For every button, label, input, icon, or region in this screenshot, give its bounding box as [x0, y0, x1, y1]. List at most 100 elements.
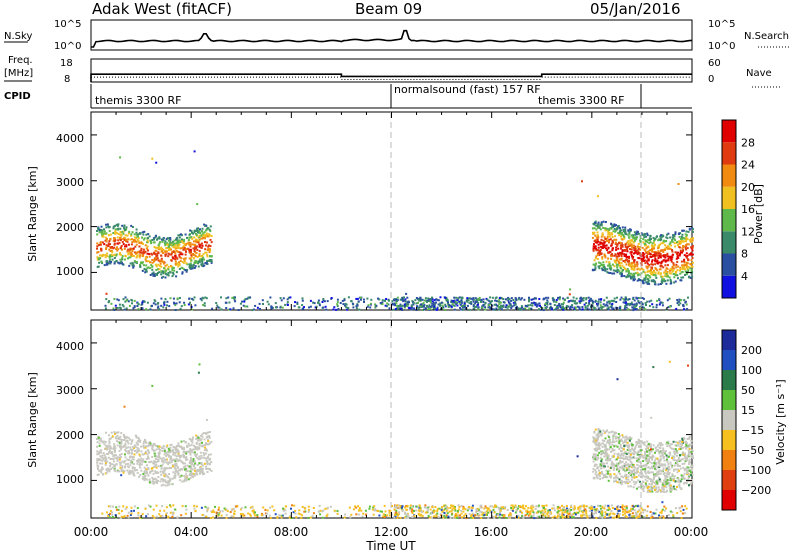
- data-cell: [550, 308, 553, 311]
- data-cell: [108, 468, 111, 471]
- data-cell: [680, 487, 683, 490]
- data-cell: [123, 466, 126, 469]
- data-cell: [499, 306, 502, 308]
- data-cell: [596, 447, 599, 450]
- data-cell: [139, 455, 142, 457]
- data-cell: [645, 472, 648, 475]
- data-cell: [553, 308, 556, 311]
- data-cell: [127, 252, 130, 255]
- data-cell: [598, 445, 600, 448]
- data-cell: [172, 471, 175, 474]
- data-cell: [603, 266, 606, 269]
- data-cell: [681, 233, 684, 236]
- data-cell: [182, 453, 185, 456]
- data-cell: [674, 233, 677, 235]
- data-cell: [643, 260, 646, 262]
- data-cell: [655, 486, 658, 489]
- data-cell: [467, 299, 470, 302]
- data-cell: [133, 239, 135, 241]
- data-cell: [190, 467, 193, 470]
- data-cell: [600, 263, 603, 266]
- nave-label: Nave: [746, 68, 772, 79]
- data-cell: [103, 454, 106, 457]
- data-cell: [634, 308, 637, 311]
- data-cell: [105, 238, 108, 241]
- data-cell: [634, 245, 637, 248]
- data-cell: [625, 435, 628, 438]
- data-cell: [96, 230, 98, 232]
- data-cell: [124, 296, 127, 299]
- data-cell: [110, 253, 113, 256]
- data-cell: [210, 241, 213, 244]
- data-cell: [135, 228, 138, 231]
- data-cell: [600, 308, 603, 310]
- data-cell: [174, 247, 177, 250]
- data-cell: [608, 448, 611, 451]
- data-cell: [618, 232, 621, 235]
- data-cell: [659, 235, 662, 238]
- data-cell: [633, 476, 636, 479]
- data-cell: [164, 472, 167, 475]
- data-cell: [690, 240, 693, 243]
- data-cell: [604, 430, 607, 433]
- data-cell: [177, 442, 180, 445]
- data-cell: [109, 465, 111, 468]
- data-cell: [691, 239, 694, 242]
- data-cell: [630, 301, 633, 304]
- data-cell: [618, 262, 620, 265]
- data-cell: [604, 244, 607, 247]
- data-cell: [520, 305, 523, 308]
- data-cell: [155, 265, 158, 268]
- data-cell: [116, 298, 119, 301]
- data-cell: [461, 308, 464, 311]
- data-cell: [144, 446, 147, 449]
- data-cell: [594, 455, 597, 458]
- data-cell: [98, 444, 101, 447]
- data-cell: [152, 237, 155, 240]
- data-cell: [105, 232, 108, 235]
- data-cell: [116, 249, 119, 252]
- data-cell: [613, 297, 616, 300]
- nsky-frame: [90, 19, 693, 51]
- data-cell: [653, 463, 656, 466]
- data-cell: [647, 460, 650, 463]
- data-cell: [127, 243, 130, 246]
- data-cell: [173, 458, 176, 461]
- data-cell: [324, 305, 327, 308]
- nave-series: [91, 76, 692, 80]
- data-cell: [655, 449, 658, 452]
- data-cell: [177, 241, 180, 244]
- data-cell: [197, 458, 200, 461]
- data-cell: [642, 241, 645, 244]
- data-cell: [663, 488, 665, 491]
- data-cell: [515, 305, 518, 308]
- data-cell: [669, 461, 672, 464]
- data-cell: [621, 264, 624, 267]
- data-cell: [477, 298, 480, 301]
- data-cell: [651, 479, 654, 482]
- data-cell: [592, 453, 595, 456]
- data-cell: [193, 231, 196, 234]
- data-cell: [532, 298, 535, 301]
- data-cell: [180, 474, 183, 477]
- data-cell: [654, 283, 657, 286]
- data-cell: [195, 471, 198, 474]
- data-cell: [167, 476, 170, 479]
- data-cell: [109, 446, 112, 449]
- data-cell: [671, 253, 674, 256]
- data-cell: [124, 245, 126, 248]
- data-cell: [105, 446, 108, 449]
- data-cell: [619, 481, 622, 484]
- data-cell: [677, 441, 680, 444]
- data-cell: [131, 253, 134, 256]
- data-cell: [683, 469, 686, 472]
- data-cell: [303, 306, 305, 309]
- data-cell: [140, 469, 143, 472]
- data-cell: [497, 300, 500, 303]
- data-cell: [685, 458, 688, 461]
- data-cell: [289, 296, 292, 299]
- data-cell: [426, 299, 429, 302]
- data-cell: [173, 302, 176, 305]
- data-cell: [173, 464, 176, 467]
- data-cell: [659, 457, 662, 460]
